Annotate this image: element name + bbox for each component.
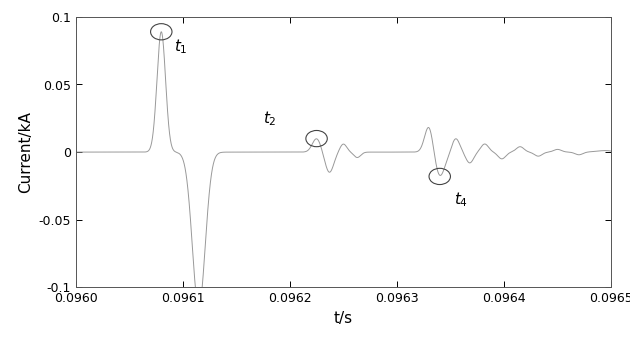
Text: $t_2$: $t_2$ (263, 109, 277, 128)
Text: $t_4$: $t_4$ (454, 190, 467, 209)
Y-axis label: Current/kA: Current/kA (18, 111, 33, 193)
X-axis label: t/s: t/s (334, 311, 353, 326)
Text: $t_1$: $t_1$ (174, 37, 188, 56)
